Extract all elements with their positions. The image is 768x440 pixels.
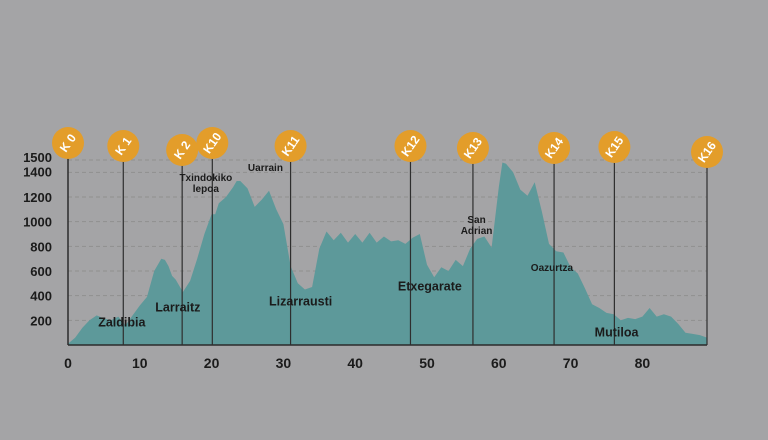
place-label: Larraitz <box>155 301 200 315</box>
place-label: Zaldibia <box>98 316 146 330</box>
x-tick-label: 30 <box>276 355 292 371</box>
elevation-area <box>68 162 707 345</box>
x-tick-label: 70 <box>563 355 579 371</box>
elevation-area-path <box>68 162 707 345</box>
place-label: Etxegarate <box>398 280 462 294</box>
x-tick-label: 0 <box>64 355 72 371</box>
place-label: Mutiloa <box>595 325 640 339</box>
x-tick-label: 60 <box>491 355 507 371</box>
km-badge <box>691 136 723 168</box>
km-badge <box>538 132 571 164</box>
y-tick-label: 800 <box>30 239 52 254</box>
place-label: Oazurtza <box>531 263 574 274</box>
place-label: Lizarrausti <box>269 295 332 309</box>
place-label: lepoa <box>193 184 220 195</box>
km-badge <box>52 127 84 159</box>
km-badge <box>196 127 229 159</box>
x-tick-label: 20 <box>204 355 220 371</box>
y-tick-label: 1000 <box>23 215 52 230</box>
km-badge <box>394 130 427 162</box>
y-tick-label: 600 <box>30 264 52 279</box>
x-tick-label: 80 <box>635 355 651 371</box>
place-label: Txindokiko <box>179 173 232 184</box>
y-tick-label: 1200 <box>23 190 52 205</box>
x-tick-label: 40 <box>347 355 363 371</box>
km-badge <box>107 130 140 162</box>
km-badge <box>166 134 199 166</box>
km-badge <box>274 130 307 162</box>
x-tick-label: 10 <box>132 355 148 371</box>
place-label: Uarrain <box>248 163 283 174</box>
x-tick-label: 50 <box>419 355 435 371</box>
y-tick-label: 1500 <box>23 150 52 165</box>
y-tick-label: 1400 <box>23 164 52 179</box>
km-badge <box>456 132 489 164</box>
km-badge <box>598 131 631 163</box>
y-tick-label: 200 <box>30 313 52 328</box>
place-label: San <box>467 215 485 226</box>
y-tick-label: 400 <box>30 289 52 304</box>
place-label: Adrian <box>461 226 493 237</box>
